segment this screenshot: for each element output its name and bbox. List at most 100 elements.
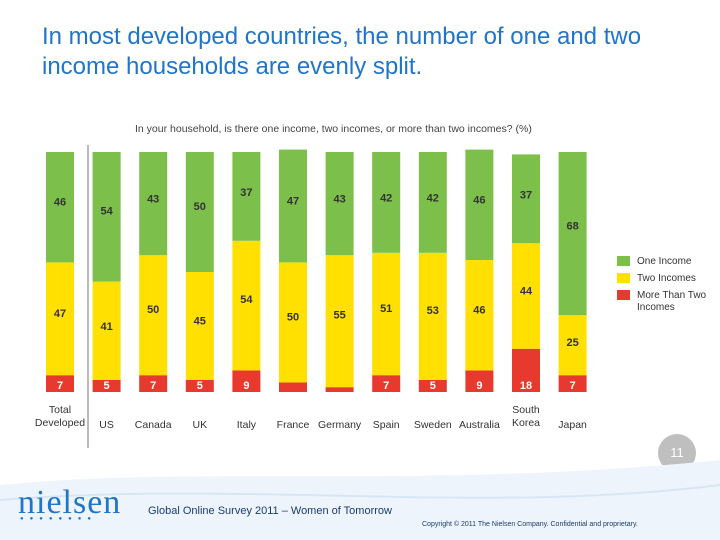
bar-segment-two-incomes [232, 240, 261, 371]
bar-segment-two-incomes [558, 315, 587, 376]
bar-segment-one-income [232, 152, 261, 241]
bar-segment-two-incomes [512, 243, 540, 349]
category-label: UK [193, 419, 208, 431]
data-label: 25 [566, 337, 578, 349]
data-label: 41 [100, 321, 112, 333]
data-label: 46 [473, 305, 485, 317]
category-label: Total [49, 404, 71, 416]
bar-segment-two-incomes [46, 262, 74, 376]
category-label: Italy [237, 419, 257, 431]
data-label: 7 [570, 380, 576, 392]
data-label: 5 [104, 380, 110, 392]
bar-segment-more-than-two-incomes [465, 370, 494, 392]
data-label: 37 [240, 187, 252, 199]
data-label: 46 [54, 197, 66, 209]
bar-segment-more-than-two-incomes [92, 380, 121, 392]
data-label: 9 [243, 380, 249, 392]
bar-segment-two-incomes [92, 281, 121, 380]
bar-segment-two-incomes [418, 252, 447, 380]
nielsen-logo: nielsen [18, 484, 122, 521]
category-label: Korea [512, 417, 540, 429]
legend-item-one-income: One Income [617, 256, 717, 268]
legend-item-two-incomes: Two Incomes [617, 273, 717, 285]
bar-segment-two-incomes [279, 262, 307, 383]
bar-segment-two-incomes [185, 272, 214, 380]
data-label: 7 [150, 380, 156, 392]
category-label: South [512, 404, 540, 416]
bar-segment-more-than-two-incomes [512, 348, 540, 392]
data-label: 7 [383, 380, 389, 392]
data-label: 54 [100, 205, 113, 217]
data-label: 54 [240, 294, 253, 306]
data-label: 42 [380, 192, 392, 204]
category-label: Developed [35, 417, 85, 429]
chart-title: In most developed countries, the number … [42, 23, 642, 80]
data-label: 45 [194, 316, 206, 328]
bar-segment-more-than-two-incomes [558, 375, 587, 392]
stacked-bar-chart: 74746TotalDeveloped54154US75043Canada545… [35, 145, 587, 448]
bar-segment-two-incomes [325, 255, 354, 388]
data-label: 50 [147, 304, 159, 316]
chart-subtitle: In your household, is there one income, … [135, 123, 532, 135]
data-label: 37 [520, 189, 532, 201]
data-label: 42 [427, 192, 439, 204]
data-label: 43 [333, 193, 345, 205]
bar-segment-one-income [139, 152, 168, 256]
bar-segment-more-than-two-incomes [279, 382, 307, 392]
bar-segment-one-income [372, 152, 401, 253]
category-label: Canada [135, 419, 172, 431]
bar-segment-more-than-two-incomes [139, 375, 168, 392]
copyright-text: Copyright © 2011 The Nielsen Company. Co… [422, 521, 638, 528]
legend-swatch-more-than-two [617, 290, 630, 300]
bar-segment-one-income [465, 149, 494, 260]
data-label: 50 [194, 201, 206, 213]
footer-wave [0, 460, 720, 540]
category-label: Australia [459, 419, 500, 431]
category-label: Germany [318, 419, 362, 431]
survey-footer-text: Global Online Survey 2011 – Women of Tom… [148, 505, 392, 517]
bar-segment-one-income [558, 152, 587, 316]
legend-label-one-income: One Income [637, 256, 692, 267]
data-label: 43 [147, 193, 159, 205]
legend-label-two-incomes: Two Incomes [637, 273, 696, 284]
data-label: 50 [287, 311, 299, 323]
logo-dots-decoration: ●●●●●●●● [20, 516, 97, 522]
data-label: 53 [427, 305, 439, 317]
bar-segment-one-income [92, 152, 121, 282]
bar-segment-more-than-two-incomes [325, 387, 354, 392]
category-label: Spain [373, 419, 400, 431]
data-label: 9 [476, 380, 482, 392]
data-label: 47 [287, 195, 299, 207]
bar-segment-one-income [279, 149, 307, 263]
legend-swatch-two-incomes [617, 273, 630, 283]
legend-swatch-one-income [617, 256, 630, 266]
data-label: 47 [54, 308, 66, 320]
bar-segment-one-income [512, 154, 540, 244]
category-label: France [277, 419, 310, 431]
bar-segment-one-income [418, 152, 447, 253]
data-label: 44 [520, 286, 533, 298]
data-label: 18 [520, 380, 532, 392]
bar-segment-one-income [185, 152, 214, 272]
data-label: 5 [430, 380, 436, 392]
data-label: 55 [333, 310, 345, 322]
chart-legend: One Income Two Incomes More Than Two Inc… [617, 256, 717, 319]
category-label: Japan [558, 419, 587, 431]
category-label: Sweden [414, 419, 452, 431]
data-label: 46 [473, 194, 485, 206]
bar-segment-two-incomes [372, 252, 401, 376]
bar-segment-more-than-two-incomes [372, 375, 401, 392]
legend-label-more-than-two: More Than Two Incomes [637, 290, 707, 313]
category-label: US [99, 419, 114, 431]
bar-segment-more-than-two-incomes [46, 375, 74, 392]
data-label: 7 [57, 380, 63, 392]
bar-segment-more-than-two-incomes [232, 370, 261, 392]
data-label: 5 [197, 380, 203, 392]
data-label: 51 [380, 303, 392, 315]
bar-segment-one-income [325, 152, 354, 256]
legend-item-more-than-two: More Than Two Incomes [617, 290, 717, 314]
bar-segment-one-income [46, 152, 74, 263]
bar-segment-more-than-two-incomes [418, 380, 447, 392]
bar-segment-two-incomes [139, 255, 168, 376]
bar-segment-more-than-two-incomes [185, 380, 214, 392]
